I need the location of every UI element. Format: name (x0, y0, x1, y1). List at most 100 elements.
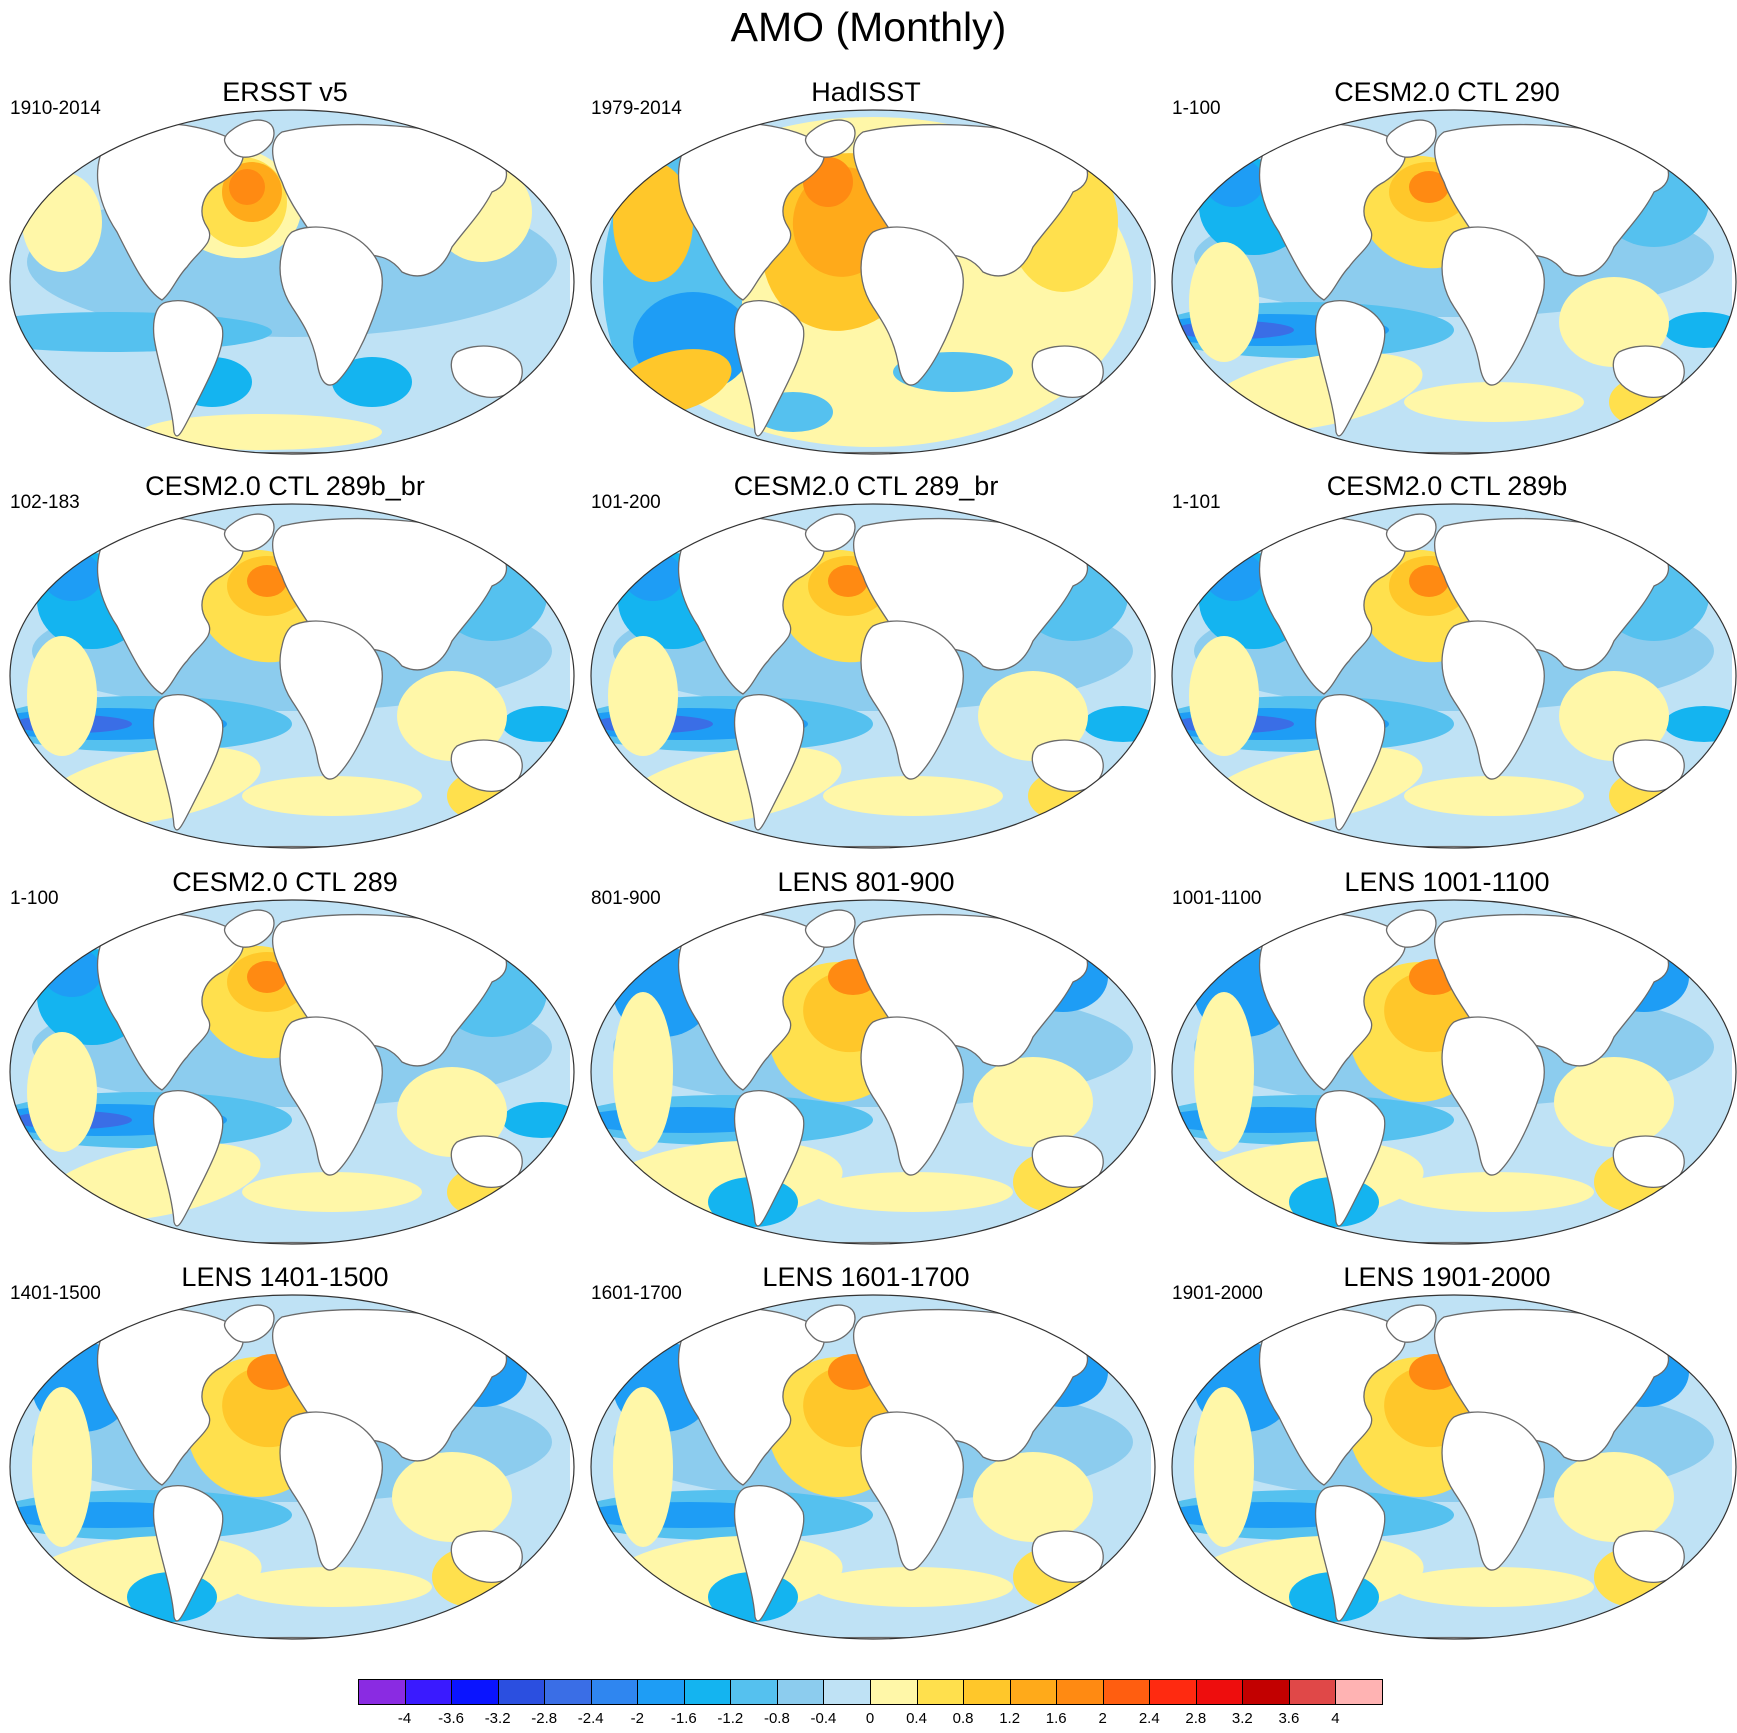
world-map (9, 899, 575, 1245)
anomaly-region (1559, 671, 1669, 761)
anomaly-region (1559, 277, 1669, 367)
continent (860, 620, 964, 780)
colorbar-label: 2.4 (1138, 1710, 1160, 1727)
map-outline (9, 1294, 575, 1640)
colorbar-label: 1.2 (999, 1710, 1021, 1727)
panel-period: 1901-2000 (1172, 1283, 1263, 1304)
anomaly-region (1204, 157, 1264, 207)
map-panel: CESM2.0 CTL 290 1-100 (1162, 76, 1737, 471)
anomaly-region (1554, 1452, 1674, 1542)
colorbar-box (1102, 1679, 1151, 1705)
colorbar-label: 2.8 (1185, 1710, 1207, 1727)
continent (279, 1411, 383, 1571)
anomaly-region (1409, 565, 1449, 597)
panel-period: 1601-1700 (591, 1283, 682, 1304)
anomaly-region (22, 172, 102, 272)
colorbar-label: 3.2 (1231, 1710, 1253, 1727)
anomaly-region (1554, 1057, 1674, 1147)
colorbar-box (497, 1679, 546, 1705)
continent (1314, 300, 1386, 437)
continent (279, 226, 383, 386)
anomaly-region (1083, 706, 1155, 742)
world-map (590, 899, 1156, 1245)
colorbar-box (358, 1679, 406, 1705)
anomaly-region (27, 1032, 97, 1152)
map-outline (9, 109, 575, 455)
continent (223, 909, 275, 948)
map-panel: CESM2.0 CTL 289b_br 102-183 (0, 470, 575, 865)
map-panel: LENS 1901-2000 1901-2000 (1162, 1261, 1737, 1656)
panel-title: CESM2.0 CTL 289_br (733, 471, 999, 501)
map-outline (1171, 1294, 1737, 1640)
colorbar-label: -0.4 (810, 1710, 837, 1727)
anomaly-region (27, 636, 97, 756)
anomaly-region (813, 1567, 1013, 1607)
anomaly-region (1394, 1567, 1594, 1607)
map-outline (590, 109, 1156, 455)
continent (450, 739, 523, 792)
anomaly-region (828, 565, 868, 597)
colorbar-box (404, 1679, 453, 1705)
panel-title: CESM2.0 CTL 290 (1334, 77, 1560, 107)
panel-period: 1-100 (10, 888, 59, 909)
anomaly-region (1189, 242, 1259, 362)
world-map (9, 1294, 575, 1640)
continent (1385, 119, 1437, 158)
map-outline (590, 503, 1156, 849)
continent (1291, 1636, 1617, 1639)
continent (152, 300, 224, 437)
continent (1314, 1090, 1386, 1227)
world-map (590, 1294, 1156, 1640)
anomaly-region (1404, 776, 1584, 816)
continent (1031, 1530, 1104, 1583)
anomaly-region (397, 1067, 507, 1157)
anomaly-region (813, 1172, 1013, 1212)
colorbar-label: -2 (630, 1710, 644, 1727)
colorbar-box (1242, 1679, 1290, 1705)
world-map (9, 109, 575, 455)
map-panel: HadISST 1979-2014 (581, 76, 1156, 471)
colorbar-box (963, 1679, 1011, 1705)
map-outline (1171, 899, 1737, 1245)
panel-title: CESM2.0 CTL 289 (172, 867, 398, 897)
continent (860, 226, 964, 386)
continent (1385, 909, 1437, 948)
colorbar-label: -3.6 (438, 1710, 464, 1727)
world-map (1171, 109, 1737, 455)
anomaly-region (623, 551, 683, 601)
colorbar-box (916, 1679, 965, 1705)
colorbar-box (1195, 1679, 1244, 1705)
colorbar-box (544, 1679, 592, 1705)
world-map (590, 109, 1156, 455)
colorbar-label: 1.6 (1045, 1710, 1067, 1727)
map-outline (9, 503, 575, 849)
map-panel: LENS 801-900 801-900 (581, 866, 1156, 1261)
panel-title: LENS 1001-1100 (1344, 867, 1550, 897)
continent (223, 119, 275, 158)
colorbar-box (590, 1679, 639, 1705)
continent (1441, 1411, 1545, 1571)
panel-period: 1910-2014 (10, 98, 101, 119)
continent (860, 1016, 964, 1176)
anomaly-region (229, 169, 265, 205)
colorbar-label: -2.8 (531, 1710, 558, 1727)
colorbar-box (1009, 1679, 1058, 1705)
continent (279, 620, 383, 780)
world-map (1171, 1294, 1737, 1640)
continent (1441, 620, 1545, 780)
continent (1031, 739, 1104, 792)
map-outline (1171, 109, 1737, 455)
colorbar-box (1056, 1679, 1104, 1705)
continent (1031, 1135, 1104, 1188)
panel-title: CESM2.0 CTL 289b (1326, 471, 1568, 501)
continent (733, 300, 805, 437)
colorbar-label: -1.6 (670, 1710, 697, 1727)
continent (1612, 1135, 1685, 1188)
continent (1314, 694, 1386, 831)
continent (1441, 226, 1545, 386)
continent (223, 1304, 275, 1343)
colorbar-label: -2.4 (577, 1710, 604, 1727)
panel-title: LENS 1601-1700 (762, 1262, 970, 1292)
anomaly-region (973, 1057, 1093, 1147)
colorbar-box (451, 1679, 499, 1705)
